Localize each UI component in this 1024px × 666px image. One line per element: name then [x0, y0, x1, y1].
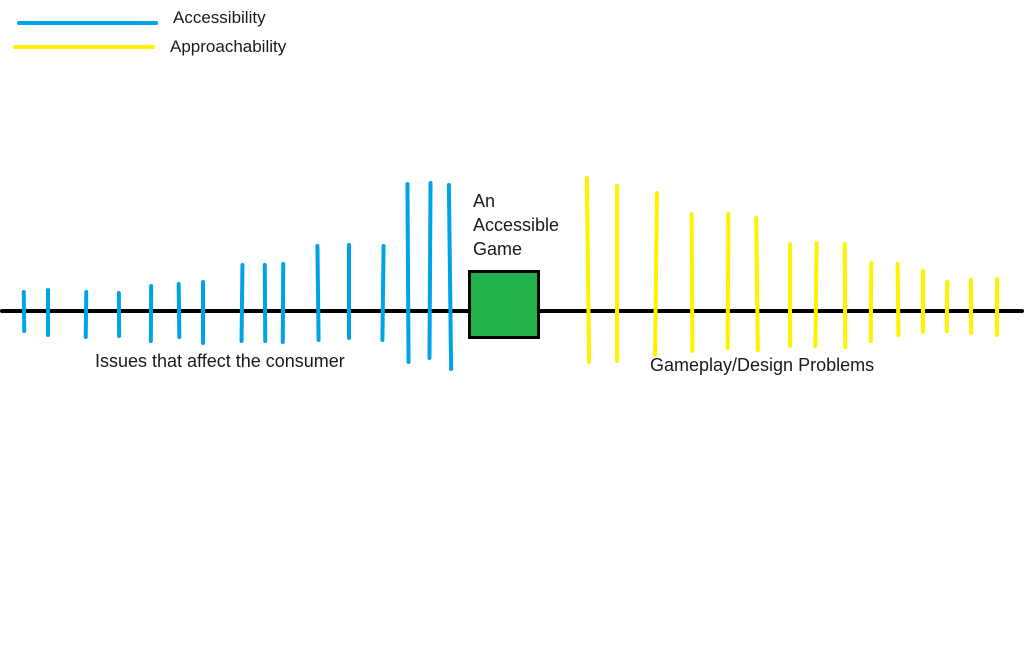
approachability-tick	[689, 211, 695, 354]
approachability-tick	[725, 211, 731, 351]
accessibility-legend-label: Accessibility	[173, 8, 266, 27]
accessibility-tick	[405, 181, 411, 365]
consumer-issues-caption: Issues that affect the consumer	[95, 351, 345, 371]
approachability-tick	[813, 240, 819, 349]
accessibility-legend-line	[17, 21, 158, 25]
accessibility-tick	[46, 288, 50, 337]
approachability-tick	[868, 260, 874, 344]
approachability-tick	[652, 190, 660, 358]
accessibility-tick	[21, 289, 27, 334]
accessibility-tick	[83, 289, 89, 340]
accessibility-tick	[446, 182, 454, 372]
approachability-tick	[968, 277, 974, 336]
accessible-game-label-line1: An	[473, 191, 496, 211]
accessible-game-box	[468, 270, 540, 339]
approachability-tick	[754, 215, 760, 353]
accessibility-tick	[262, 262, 268, 344]
accessibility-tick	[116, 290, 122, 339]
approachability-tick	[842, 241, 848, 350]
approachability-tick	[584, 175, 592, 365]
accessibility-tick	[239, 262, 245, 344]
approachability-tick	[921, 269, 925, 334]
approachability-tick	[788, 242, 792, 348]
approachability-tick	[944, 279, 950, 334]
approachability-tick	[994, 276, 1000, 338]
accessible-game-label-line3: Game	[473, 239, 523, 259]
accessibility-tick	[201, 280, 205, 345]
accessibility-tick	[380, 243, 386, 343]
accessibility-tick	[347, 243, 351, 340]
accessibility-tick	[148, 283, 154, 344]
approachability-tick	[615, 184, 619, 363]
accessibility-tick	[280, 261, 286, 345]
accessibility-tick	[427, 180, 433, 361]
approachability-tick	[895, 261, 901, 338]
gameplay-design-caption: Gameplay/Design Problems	[650, 355, 875, 375]
accessibility-tick	[176, 281, 182, 340]
accessible-game-label-line2: Accessible	[473, 215, 560, 235]
accessibility-tick	[315, 243, 321, 343]
accessible-game-label: An Accessible Game	[473, 189, 559, 261]
approachability-legend-label: Approachability	[170, 37, 287, 56]
approachability-legend-line	[13, 45, 155, 49]
